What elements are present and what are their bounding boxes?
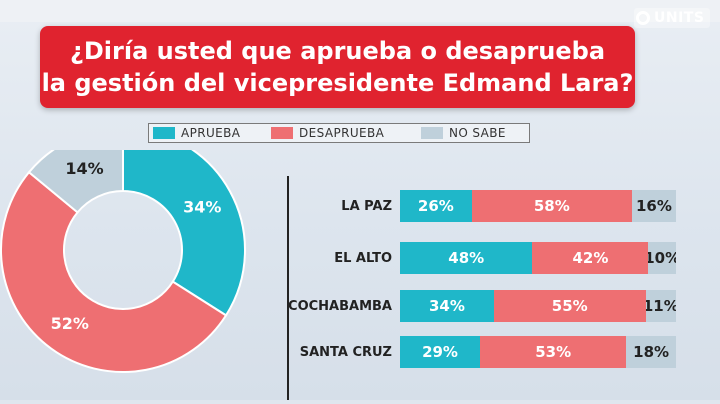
- stacked-bar-chart: LA PAZ 26%58%16% EL ALTO 48%42%10% COCHABAMB…: [288, 190, 710, 390]
- channel-logo: UNITS: [634, 8, 711, 28]
- bar-row: COCHABAMBA 34%55%11%: [288, 290, 710, 322]
- legend-label-aprueba: APRUEBA: [181, 126, 241, 140]
- bar-row: EL ALTO 48%42%10%: [290, 242, 710, 274]
- question-banner: ¿Diría usted que aprueba o desaprueba la…: [40, 26, 635, 108]
- bar-category-label: COCHABAMBA: [288, 298, 392, 314]
- logo-ring-icon: [636, 11, 650, 25]
- bar-category-label: LA PAZ: [341, 198, 392, 214]
- chart-divider: [287, 176, 289, 400]
- bar-segment-desaprueba: 58%: [471, 190, 632, 222]
- legend-swatch-desaprueba: [271, 127, 293, 139]
- bar-track: 26% 58% 16%: [400, 190, 676, 222]
- donut-slice-aprueba: [122, 126, 246, 317]
- bar-segment-desaprueba: 42%: [532, 242, 649, 274]
- bar-track: 29% 53% 18%: [400, 336, 676, 368]
- legend-swatch-aprueba: [153, 127, 175, 139]
- logo-text: UNITS: [654, 10, 705, 26]
- bar-segment-desaprueba: 53%: [480, 336, 627, 368]
- legend-item-desaprueba: DESAPRUEBA: [267, 124, 417, 142]
- bar-track: 48%42%10%: [400, 242, 676, 274]
- bar-segment-nosabe: 18%: [626, 336, 676, 368]
- legend-item-nosabe: NO SABE: [417, 124, 527, 142]
- donut-label-nosabe: 14%: [65, 159, 103, 178]
- bar-segment-nosabe: 11%: [645, 290, 676, 322]
- donut-slice-desaprueba: [0, 170, 228, 373]
- question-title: ¿Diría usted que aprueba o desaprueba la…: [41, 37, 634, 97]
- bar-segment-nosabe: 10%: [648, 242, 676, 274]
- donut-chart: 34% 52% 14%: [0, 126, 260, 400]
- donut-svg: 34% 52% 14%: [0, 126, 246, 373]
- top-strip: [0, 0, 720, 22]
- bar-segment-nosabe: 16%: [631, 190, 676, 222]
- bar-segment-aprueba: 34%: [400, 290, 494, 322]
- bar-segment-desaprueba: 55%: [493, 290, 646, 322]
- bar-track: 34%55%11%: [400, 290, 676, 322]
- legend-label-desaprueba: DESAPRUEBA: [299, 126, 385, 140]
- bar-segment-aprueba: 48%: [400, 242, 533, 274]
- donut-label-aprueba: 34%: [183, 197, 221, 216]
- legend-item-aprueba: APRUEBA: [149, 124, 267, 142]
- donut-label-desaprueba: 52%: [51, 314, 89, 333]
- bar-row: LA PAZ 26% 58% 16%: [290, 190, 710, 222]
- legend-swatch-nosabe: [421, 127, 443, 139]
- chart-legend: APRUEBA DESAPRUEBA NO SABE: [148, 123, 530, 143]
- bar-category-label: EL ALTO: [334, 250, 392, 266]
- legend-label-nosabe: NO SABE: [449, 126, 506, 140]
- bar-segment-aprueba: 29%: [400, 336, 481, 368]
- bar-category-label: SANTA CRUZ: [299, 344, 392, 360]
- bar-row: SANTA CRUZ 29% 53% 18%: [290, 336, 710, 368]
- bar-segment-aprueba: 26%: [400, 190, 472, 222]
